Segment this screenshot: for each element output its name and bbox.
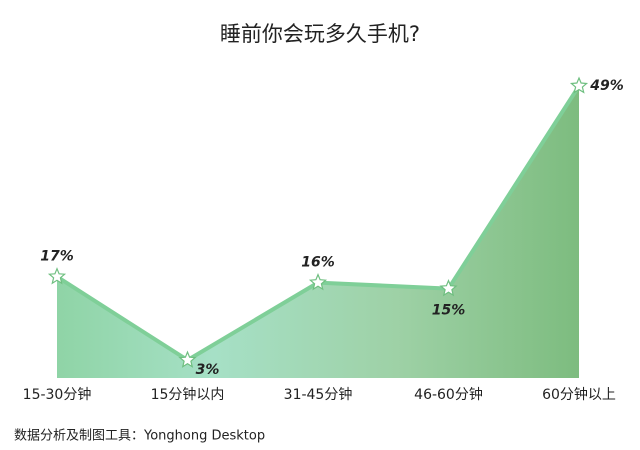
- point-marker: [47, 267, 67, 285]
- point-marker: [308, 273, 328, 291]
- x-tick-label: 15-30分钟: [23, 386, 92, 403]
- chart-title: 睡前你会玩多久手机?: [220, 22, 420, 46]
- footer-note: 数据分析及制图工具：Yonghong Desktop: [14, 429, 265, 444]
- data-label: 49%: [589, 78, 624, 94]
- x-tick-label: 15分钟以内: [151, 386, 225, 403]
- point-marker: [569, 76, 589, 94]
- x-tick-label: 31-45分钟: [284, 386, 353, 403]
- data-label: 15%: [432, 303, 466, 319]
- point-marker: [178, 350, 197, 368]
- data-label: 3%: [196, 362, 220, 378]
- area-fill: [57, 85, 579, 379]
- point-marker: [439, 279, 458, 297]
- x-tick-label: 60分钟以上: [542, 386, 616, 403]
- data-label: 17%: [40, 249, 74, 265]
- data-label: 16%: [301, 255, 335, 271]
- x-tick-label: 46-60分钟: [414, 386, 483, 403]
